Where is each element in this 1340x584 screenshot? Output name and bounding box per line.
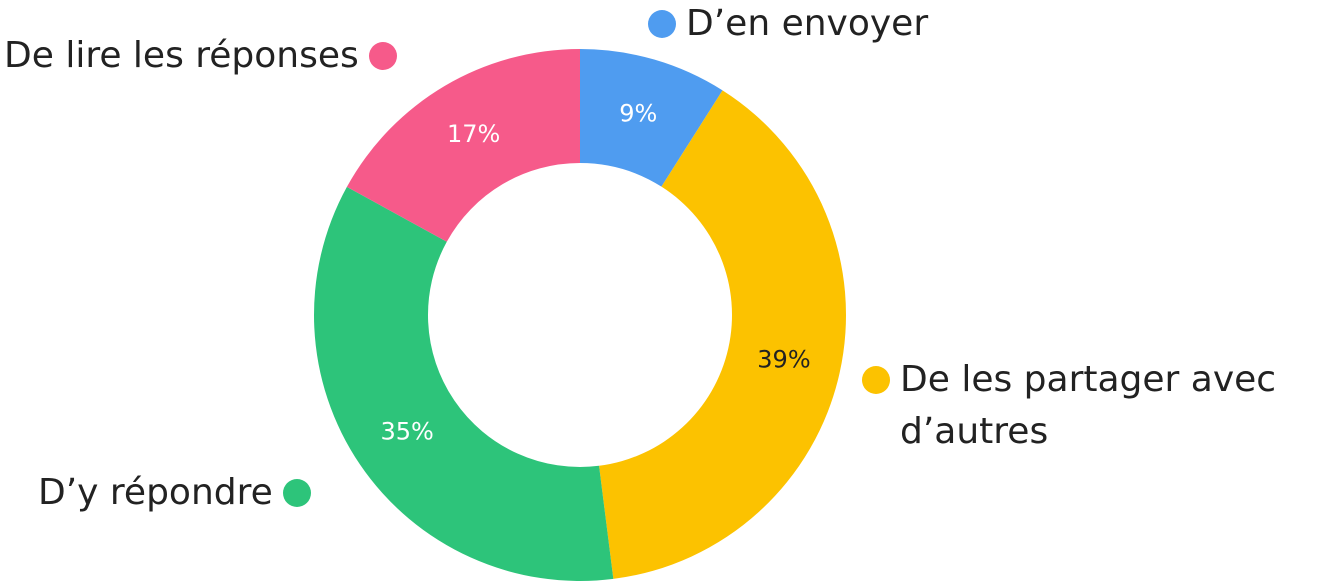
legend-entry: De lire les réponses: [4, 30, 397, 82]
legend-dot: [648, 10, 676, 38]
donut-slice: [346, 49, 580, 242]
legend-label: De lire les réponses: [4, 35, 359, 76]
legend-entry: De les partager avec d’autres: [862, 354, 1332, 458]
donut-slice: [314, 186, 614, 581]
legend-label: De les partager avec d’autres: [900, 359, 1277, 452]
legend-dot: [368, 42, 397, 70]
legend-label: D’y répondre: [38, 472, 273, 513]
value-label: 9%: [619, 99, 657, 127]
legend-dot: [862, 366, 890, 394]
legend-dot: [282, 479, 311, 507]
legend-label: D’en envoyer: [686, 3, 929, 44]
value-label: 39%: [757, 346, 810, 374]
value-label: 17%: [447, 120, 500, 148]
value-label: 35%: [380, 417, 433, 445]
legend-entry: D’y répondre: [38, 467, 311, 519]
legend-entry: D’en envoyer: [648, 0, 928, 50]
donut-slice: [580, 49, 723, 187]
donut-slice: [599, 90, 846, 579]
